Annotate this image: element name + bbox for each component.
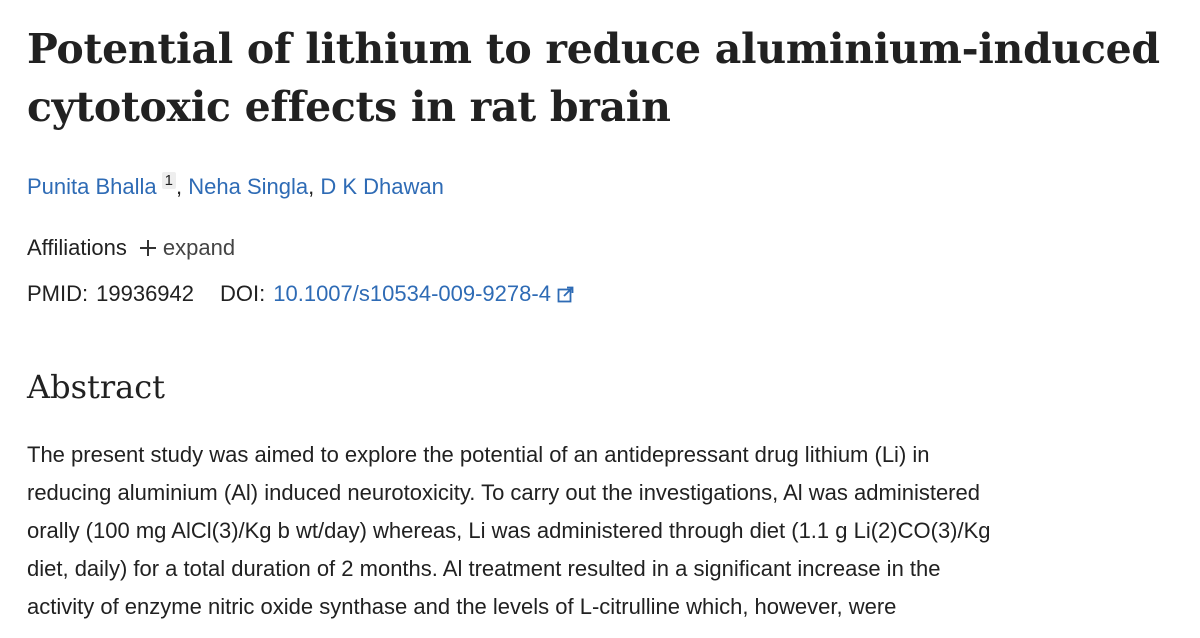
doi-label: DOI: — [220, 281, 266, 306]
expand-label[interactable]: expand — [162, 235, 236, 260]
separator: , — [308, 174, 315, 199]
abstract-line: diet, daily) for a total duration of 2 m… — [27, 556, 941, 581]
plus-icon — [139, 240, 156, 256]
affiliation-ref[interactable]: 1 — [161, 172, 176, 189]
abstract-line: The present study was aimed to explore t… — [27, 442, 930, 467]
authors: Punita Bhalla 1, Neha Singla, D K Dhawan — [27, 172, 444, 200]
pmid-label: PMID: — [27, 281, 89, 306]
title-line: Potential of lithium to reduce aluminium… — [27, 25, 1160, 73]
title-line: cytotoxic effects in rat brain — [27, 83, 671, 131]
identifiers: PMID: 19936942 DOI: 10.1007/s10534-009-9… — [27, 281, 574, 307]
separator: , — [176, 174, 183, 199]
abstract-body: The present study was aimed to explore t… — [27, 436, 1200, 626]
expand-toggle[interactable]: expand — [139, 235, 235, 261]
author-link[interactable]: D K Dhawan — [320, 174, 444, 199]
abstract-line: reducing aluminium (Al) induced neurotox… — [27, 480, 980, 505]
article-title: Potential of lithium to reduce aluminium… — [27, 20, 1160, 136]
doi-link[interactable]: 10.1007/s10534-009-9278-4 — [273, 281, 551, 306]
external-link-icon[interactable] — [557, 286, 574, 303]
pmid-value: 19936942 — [96, 281, 195, 306]
affiliations-label: Affiliations — [27, 235, 127, 260]
abstract-line: activity of enzyme nitric oxide synthase… — [27, 594, 897, 619]
abstract-heading: Abstract — [27, 368, 166, 406]
affiliations: Affiliations expand — [27, 235, 235, 261]
author-link[interactable]: Neha Singla — [188, 174, 309, 199]
author-link[interactable]: Punita Bhalla — [27, 174, 157, 199]
abstract-line: orally (100 mg AlCl(3)/Kg b wt/day) wher… — [27, 518, 991, 543]
